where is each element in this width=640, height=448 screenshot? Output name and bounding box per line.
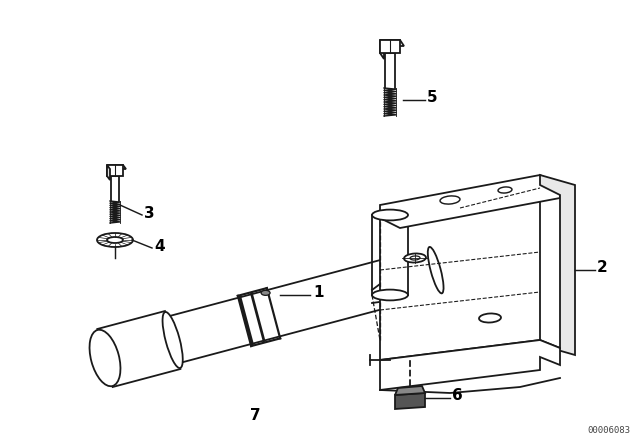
Ellipse shape [372, 289, 408, 301]
Text: 00006083: 00006083 [587, 426, 630, 435]
Polygon shape [107, 165, 123, 176]
Ellipse shape [404, 254, 426, 263]
Ellipse shape [479, 314, 501, 323]
Polygon shape [380, 40, 400, 53]
Ellipse shape [164, 317, 180, 363]
Text: 1: 1 [313, 284, 323, 300]
Ellipse shape [372, 210, 408, 220]
Ellipse shape [440, 196, 460, 204]
Text: 6: 6 [452, 388, 463, 402]
Ellipse shape [410, 256, 420, 260]
Text: 3: 3 [144, 206, 155, 220]
Ellipse shape [163, 312, 183, 368]
Polygon shape [107, 165, 126, 169]
Text: 4: 4 [154, 238, 164, 254]
Ellipse shape [107, 237, 123, 243]
Polygon shape [380, 40, 384, 59]
Ellipse shape [90, 330, 120, 386]
Text: 5: 5 [427, 90, 438, 104]
Ellipse shape [261, 290, 270, 295]
Polygon shape [380, 340, 560, 390]
Polygon shape [395, 386, 425, 395]
Polygon shape [395, 393, 425, 409]
Polygon shape [380, 175, 560, 228]
Polygon shape [380, 198, 540, 360]
Ellipse shape [498, 187, 512, 193]
Polygon shape [380, 40, 404, 46]
Polygon shape [107, 165, 110, 180]
Polygon shape [540, 175, 575, 355]
Text: 7: 7 [250, 408, 260, 422]
Ellipse shape [428, 247, 444, 293]
Text: 2: 2 [597, 259, 608, 275]
Ellipse shape [97, 233, 133, 247]
